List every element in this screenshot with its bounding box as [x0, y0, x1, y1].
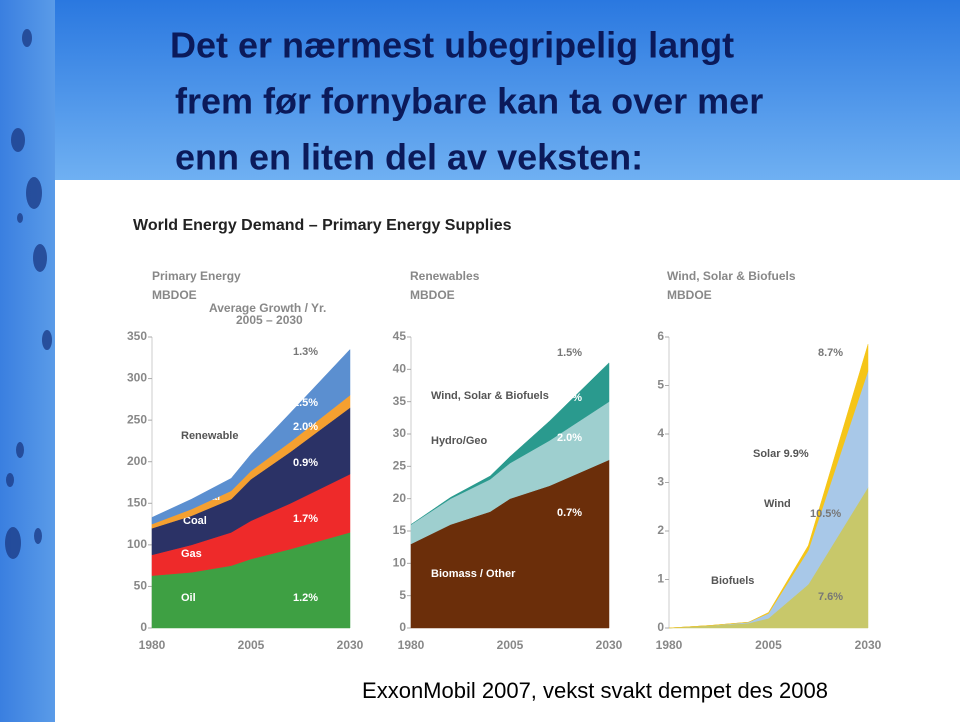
title-line: enn en liten del av veksten: — [175, 137, 643, 178]
y-tick-label: 0 — [140, 620, 147, 634]
x-tick-label: 2005 — [238, 638, 265, 652]
growth-label: 1.2% — [293, 592, 318, 604]
area — [151, 348, 351, 525]
y-tick-label: 10 — [393, 556, 407, 570]
x-tick-label: 1980 — [398, 638, 425, 652]
x-tick-label: 2030 — [855, 638, 882, 652]
y-tick-label: 25 — [393, 459, 407, 473]
chart-note: 2005 – 2030 — [236, 313, 303, 327]
y-tick-label: 5 — [657, 378, 664, 392]
growth-label: 0.7% — [557, 507, 582, 519]
growth-label: 1.5% — [293, 397, 318, 409]
chart-title: Primary Energy — [152, 269, 241, 283]
growth-label: 1.5% — [557, 347, 582, 359]
series-label: Wind, Solar & Biofuels — [431, 390, 549, 402]
series-label: Renewable — [181, 430, 238, 442]
x-tick-label: 2030 — [337, 638, 364, 652]
y-tick-label: 1 — [657, 572, 664, 586]
y-tick-label: 2 — [657, 523, 664, 537]
y-tick-label: 150 — [127, 495, 147, 509]
series-label: Solar 9.9% — [753, 448, 809, 460]
slide-title: Det er nærmest ubegripelig langt frem fø… — [170, 25, 763, 178]
y-tick-label: 6 — [657, 329, 664, 343]
series-label: Biofuels — [711, 575, 754, 587]
series-label: Biomass / Other — [431, 568, 516, 580]
growth-label: 8.7% — [818, 347, 843, 359]
footer: ExxonMobil 2007, vekst svakt dempet des … — [362, 678, 828, 703]
y-tick-label: 250 — [127, 412, 147, 426]
y-tick-label: 40 — [393, 362, 407, 376]
growth-label: 7.6% — [818, 591, 843, 603]
y-tick-label: 35 — [393, 394, 407, 408]
series-label: Hydro/Geo — [431, 435, 488, 447]
y-tick-label: 45 — [393, 329, 407, 343]
y-tick-label: 0 — [399, 620, 406, 634]
area — [410, 362, 610, 525]
chart-title: Renewables — [410, 269, 480, 283]
y-tick-label: 200 — [127, 454, 147, 468]
chart-note: Average Growth / Yr. — [209, 301, 326, 315]
chart-subtitle: MBDOE — [410, 288, 455, 302]
series-label: Oil — [181, 592, 196, 604]
figure-title: World Energy Demand – Primary Energy Sup… — [133, 217, 512, 234]
growth-label: 2.0% — [293, 421, 318, 433]
droplets — [5, 29, 52, 559]
x-tick-label: 2030 — [596, 638, 623, 652]
growth-label: 0.9% — [293, 457, 318, 469]
y-tick-label: 30 — [393, 426, 407, 440]
y-tick-label: 20 — [393, 491, 407, 505]
area — [668, 344, 869, 629]
growth-label: 10.5% — [810, 508, 841, 520]
title-line: frem før fornybare kan ta over mer — [175, 81, 763, 122]
y-tick-label: 100 — [127, 537, 147, 551]
y-tick-label: 300 — [127, 371, 147, 385]
chart-subtitle: MBDOE — [667, 288, 712, 302]
y-tick-label: 350 — [127, 329, 147, 343]
growth-label: 1.7% — [293, 513, 318, 525]
title-line: Det er nærmest ubegripelig langt — [170, 25, 734, 66]
growth-label: 2.0% — [557, 432, 582, 444]
chart-subtitle: MBDOE — [152, 288, 197, 302]
growth-label: 1.3% — [293, 346, 318, 358]
y-tick-label: 15 — [393, 523, 407, 537]
series-label: Coal — [183, 515, 207, 527]
left-band — [0, 0, 55, 722]
x-tick-label: 1980 — [139, 638, 166, 652]
title-band — [0, 0, 960, 180]
x-tick-label: 2005 — [497, 638, 524, 652]
y-tick-label: 3 — [657, 475, 664, 489]
x-tick-label: 2005 — [755, 638, 782, 652]
y-tick-label: 5 — [399, 588, 406, 602]
series-label: Wind — [764, 498, 791, 510]
x-tick-label: 1980 — [656, 638, 683, 652]
y-tick-label: 50 — [134, 579, 148, 593]
series-label: Gas — [181, 548, 202, 560]
y-tick-label: 4 — [657, 426, 664, 440]
chart-title: Wind, Solar & Biofuels — [667, 269, 796, 283]
growth-label: 8.7% — [557, 392, 582, 404]
y-tick-label: 0 — [657, 620, 664, 634]
